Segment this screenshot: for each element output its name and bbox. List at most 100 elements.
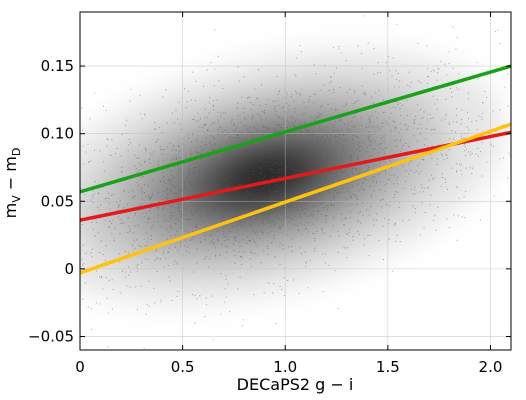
scatter-point — [349, 217, 351, 219]
scatter-point — [283, 193, 285, 195]
scatter-point — [224, 186, 226, 188]
scatter-point — [456, 87, 458, 89]
scatter-point — [188, 172, 190, 174]
scatter-point — [228, 199, 230, 201]
scatter-point — [192, 171, 194, 173]
scatter-point — [433, 219, 435, 221]
scatter-point — [162, 253, 164, 255]
scatter-point — [456, 36, 458, 38]
scatter-point — [293, 211, 295, 213]
scatter-point — [372, 126, 374, 128]
scatter-point — [213, 242, 215, 244]
scatter-point — [181, 196, 183, 198]
scatter-point — [98, 209, 100, 211]
scatter-point — [141, 262, 143, 264]
scatter-point — [94, 149, 96, 151]
scatter-point — [313, 232, 315, 234]
scatter-point — [109, 220, 111, 222]
scatter-point — [199, 385, 200, 386]
scatter-point — [296, 92, 298, 94]
scatter-point — [266, 138, 268, 140]
scatter-point — [337, 136, 339, 138]
scatter-point — [381, 206, 383, 208]
scatter-point — [361, 68, 363, 70]
scatter-point — [368, 131, 370, 133]
scatter-point — [335, 108, 337, 110]
scatter-point — [335, 141, 337, 143]
scatter-point — [262, 142, 264, 144]
scatter-point — [321, 213, 323, 215]
scatter-point — [421, 202, 423, 204]
scatter-point — [340, 118, 342, 120]
scatter-point — [154, 129, 156, 131]
scatter-point — [173, 122, 175, 124]
y-label-sub2: D — [10, 148, 23, 156]
scatter-point — [309, 187, 311, 189]
scatter-point — [394, 193, 396, 195]
scatter-point — [150, 207, 152, 209]
scatter-point — [261, 119, 263, 121]
scatter-point — [275, 183, 277, 185]
scatter-point — [163, 180, 165, 182]
scatter-point — [321, 229, 323, 231]
scatter-point — [257, 245, 259, 247]
scatter-point — [277, 147, 279, 149]
scatter-point — [268, 127, 270, 129]
scatter-point — [293, 172, 295, 174]
scatter-point — [276, 184, 278, 186]
scatter-point — [292, 250, 294, 252]
scatter-point — [362, 181, 364, 183]
scatter-point — [358, 148, 360, 150]
scatter-point — [231, 231, 233, 233]
scatter-point — [486, 161, 488, 163]
scatter-point — [266, 145, 268, 147]
scatter-point — [414, 208, 416, 210]
scatter-point — [279, 172, 281, 174]
scatter-point — [331, 108, 333, 110]
scatter-point — [222, 112, 224, 114]
scatter-point — [197, 112, 199, 114]
scatter-point — [286, 155, 288, 157]
scatter-point — [238, 137, 240, 139]
scatter-point — [208, 112, 210, 114]
scatter-point — [112, 219, 114, 221]
scatter-point — [262, 125, 264, 127]
y-axis-label: mV − mD — [1, 148, 23, 219]
scatter-point — [349, 89, 351, 91]
scatter-point — [252, 116, 254, 118]
scatter-point — [246, 168, 248, 170]
scatter-point — [192, 271, 194, 273]
scatter-point — [211, 235, 213, 237]
scatter-point — [144, 161, 146, 163]
scatter-point — [136, 308, 138, 310]
scatter-point — [317, 166, 319, 168]
scatter-point — [464, 145, 466, 147]
scatter-point — [264, 141, 266, 143]
scatter-point — [225, 162, 227, 164]
scatter-point — [206, 69, 208, 71]
scatter-point — [90, 160, 92, 162]
scatter-point — [392, 270, 394, 272]
scatter-point — [108, 227, 110, 229]
scatter-point — [257, 155, 259, 157]
scatter-point — [315, 73, 317, 75]
scatter-point — [341, 171, 343, 173]
scatter-point — [250, 102, 252, 104]
x-axis-label: DECaPS2 g − i — [237, 375, 354, 394]
scatter-point — [476, 129, 478, 131]
scatter-point — [385, 120, 387, 122]
scatter-point — [163, 148, 165, 150]
scatter-point — [271, 152, 273, 154]
scatter-point — [382, 122, 384, 124]
scatter-point — [441, 173, 443, 175]
scatter-point — [432, 95, 434, 97]
scatter-point — [254, 204, 256, 206]
scatter-point — [313, 179, 315, 181]
scatter-point — [124, 250, 126, 252]
scatter-point — [224, 112, 226, 114]
scatter-point — [128, 266, 130, 268]
scatter-point — [219, 208, 221, 210]
scatter-point — [76, 319, 77, 320]
scatter-point — [317, 210, 319, 212]
scatter-point — [58, 239, 59, 240]
